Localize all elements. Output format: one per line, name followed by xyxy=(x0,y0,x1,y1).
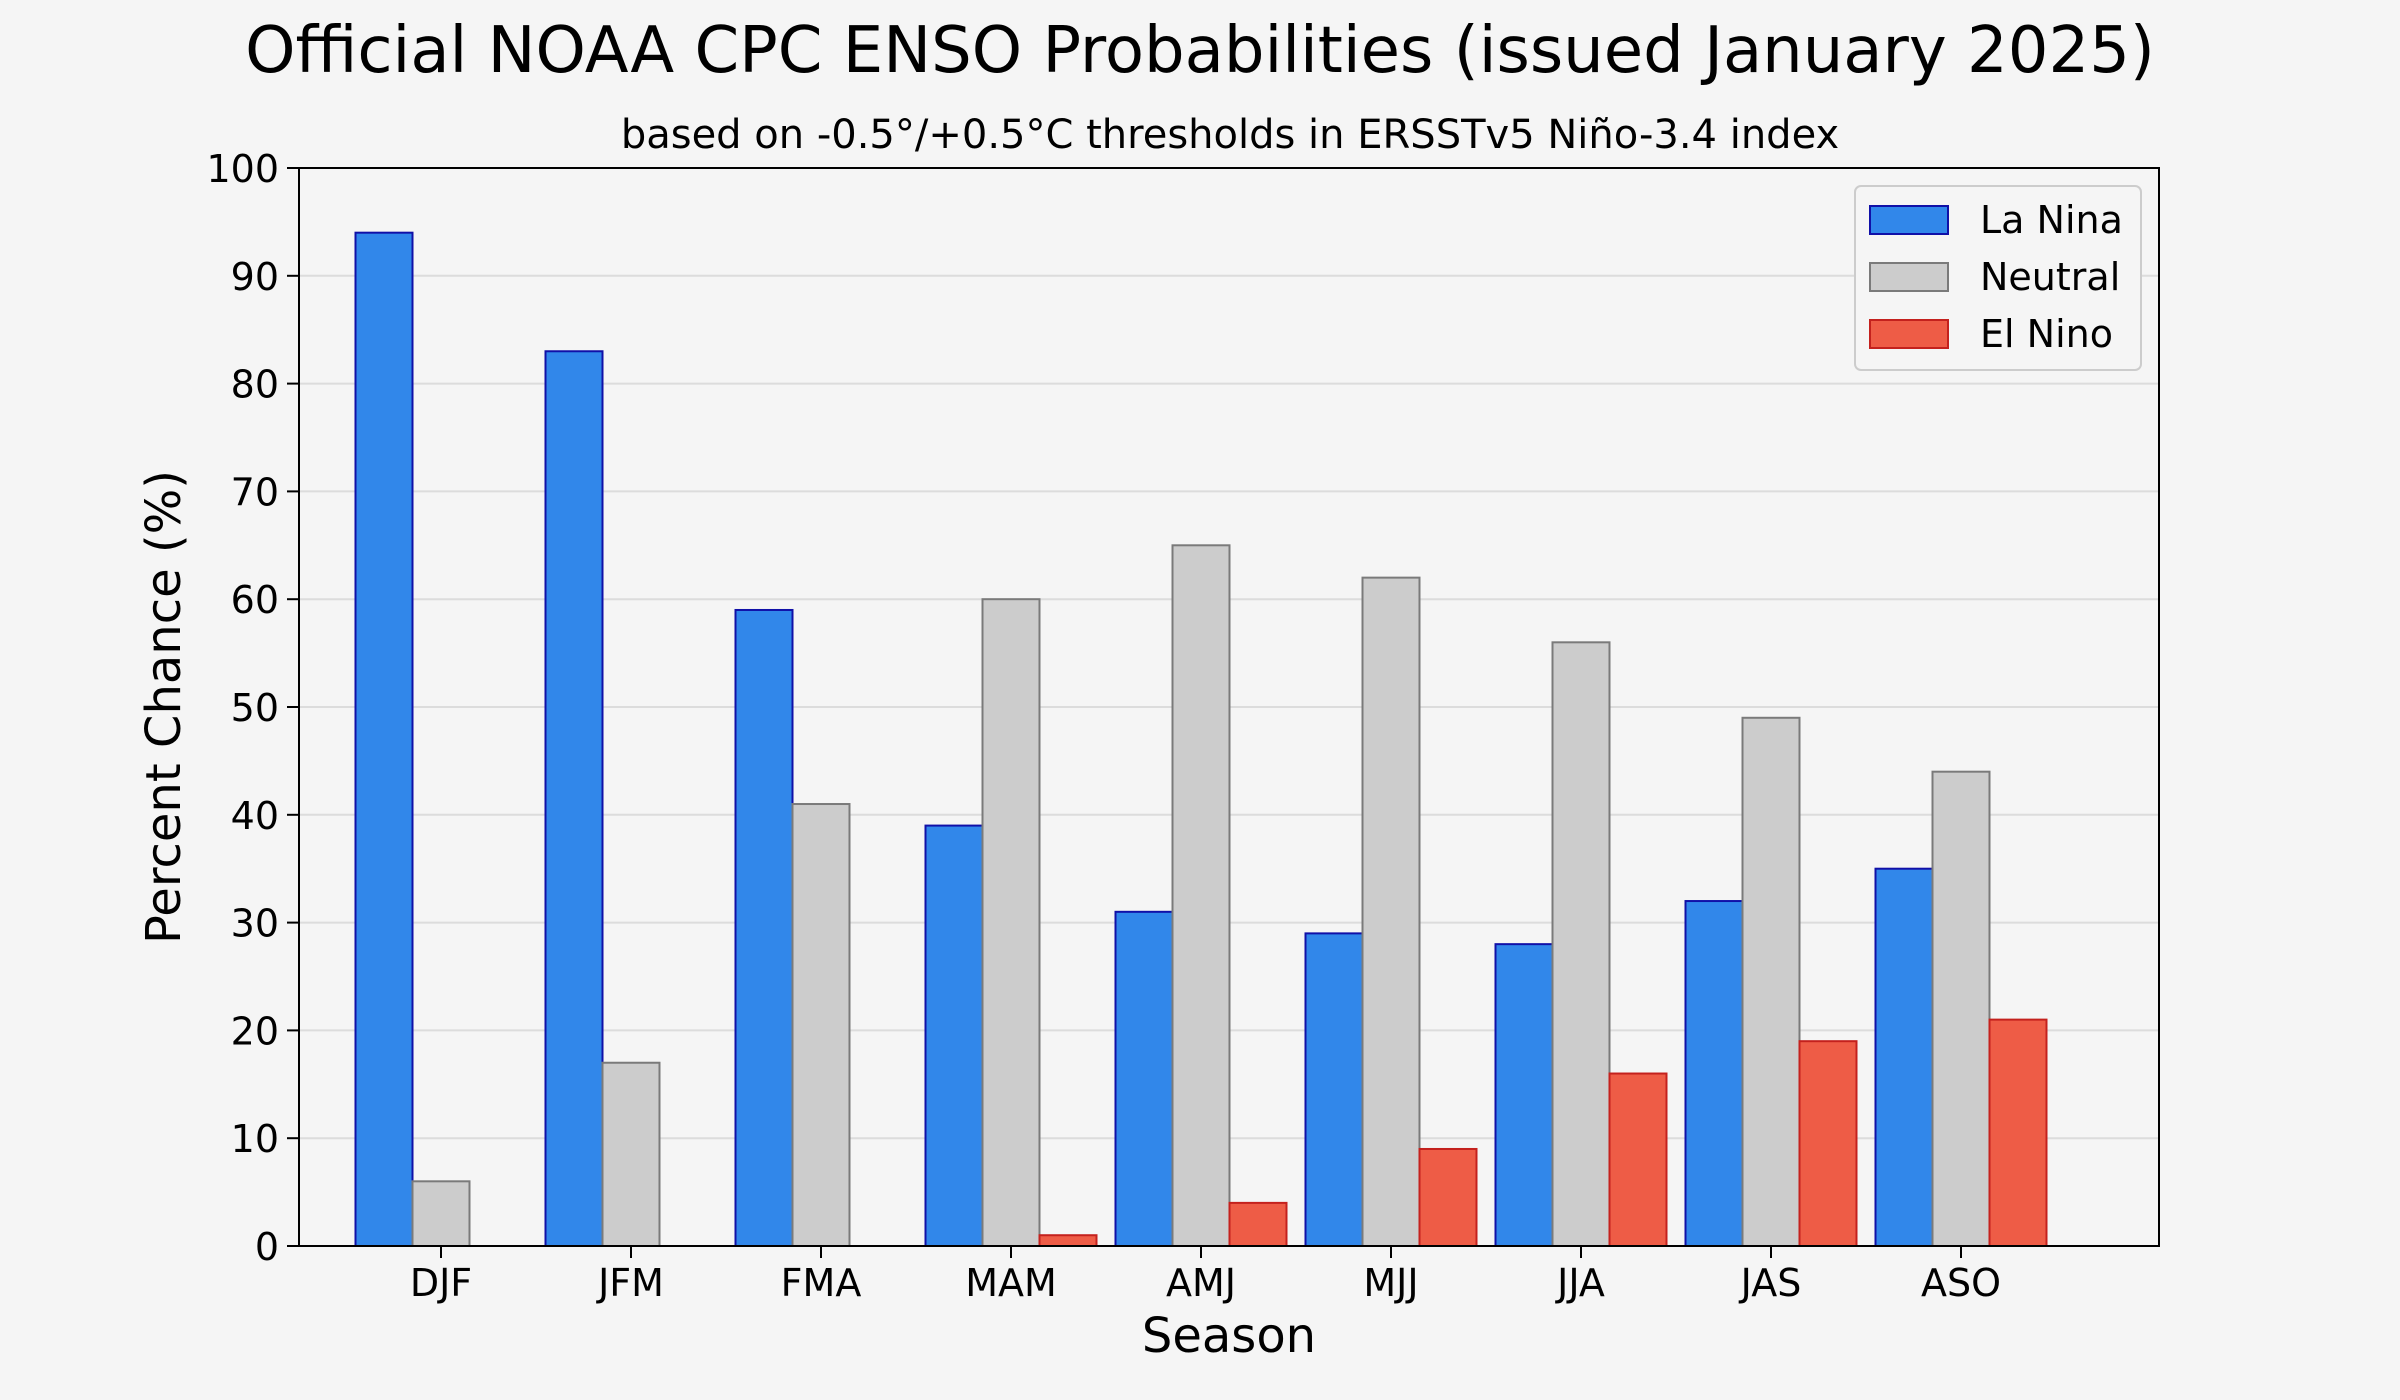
y-axis-label: Percent Chance (%) xyxy=(136,470,192,944)
bar-neutral-jfm xyxy=(601,1061,661,1247)
y-tick-label: 20 xyxy=(231,1009,279,1053)
bar-neutral-djf xyxy=(411,1180,471,1247)
y-tick-label: 100 xyxy=(206,147,279,191)
x-tick-label: MJJ xyxy=(1363,1261,1418,1305)
chart-title: Official NOAA CPC ENSO Probabilities (is… xyxy=(245,14,2155,88)
bar-la-nina-mam xyxy=(924,824,984,1248)
x-tick-label: MAM xyxy=(965,1261,1057,1305)
legend-swatch-la-nina xyxy=(1869,205,1949,235)
y-tick-label: 80 xyxy=(231,363,279,407)
bar-el-nino-jja xyxy=(1608,1072,1668,1248)
x-tick-label: AMJ xyxy=(1166,1261,1236,1305)
legend-items: La Nina Neutral El Nino xyxy=(1869,198,2123,356)
y-tick-label: 10 xyxy=(231,1117,279,1161)
bar-el-nino-mam xyxy=(1038,1234,1098,1247)
bar-neutral-aso xyxy=(1931,770,1991,1247)
x-tick-label: ASO xyxy=(1921,1261,2001,1305)
bars xyxy=(354,231,2048,1248)
bar-la-nina-amj xyxy=(1114,910,1174,1247)
y-tick-label: 40 xyxy=(231,794,279,838)
bar-la-nina-jfm xyxy=(544,350,604,1247)
bar-la-nina-mjj xyxy=(1304,932,1364,1247)
bar-neutral-amj xyxy=(1171,544,1231,1247)
x-tick-label: JAS xyxy=(1739,1261,1802,1305)
legend-label: Neutral xyxy=(1980,255,2120,299)
bar-neutral-jas xyxy=(1741,716,1801,1247)
x-tick-label: DJF xyxy=(410,1261,472,1305)
y-axis-ticks: 0 10 20 30 40 50 60 70 80 90 100 xyxy=(206,147,299,1269)
x-tick-label: JFM xyxy=(596,1261,664,1305)
x-tick-label: JJA xyxy=(1555,1261,1605,1305)
bar-neutral-mam xyxy=(981,598,1041,1247)
bar-la-nina-fma xyxy=(734,608,794,1247)
legend-label: El Nino xyxy=(1980,312,2113,356)
bar-la-nina-jja xyxy=(1494,943,1554,1247)
y-tick-label: 90 xyxy=(231,255,279,299)
bar-neutral-jja xyxy=(1551,641,1611,1247)
y-tick-label: 60 xyxy=(231,578,279,622)
bar-la-nina-djf xyxy=(354,231,414,1247)
bar-neutral-fma xyxy=(791,803,851,1248)
bar-la-nina-jas xyxy=(1684,900,1744,1247)
chart-subtitle: based on -0.5°/+0.5°C thresholds in ERSS… xyxy=(621,112,1839,158)
y-tick-label: 70 xyxy=(231,470,279,514)
y-tick-label: 50 xyxy=(231,686,279,730)
legend-swatch-el-nino xyxy=(1869,319,1949,349)
bar-el-nino-jas xyxy=(1798,1040,1858,1248)
legend-label: La Nina xyxy=(1980,198,2123,242)
y-tick-label: 0 xyxy=(255,1225,279,1269)
y-tick-label: 30 xyxy=(231,902,279,946)
x-tick-label: FMA xyxy=(781,1261,862,1305)
legend-swatch-neutral xyxy=(1869,262,1949,292)
bar-la-nina-aso xyxy=(1874,867,1934,1247)
bar-el-nino-amj xyxy=(1228,1201,1288,1248)
bar-el-nino-aso xyxy=(1988,1018,2048,1247)
x-axis-label: Season xyxy=(1142,1308,1316,1364)
legend: La Nina Neutral El Nino xyxy=(1854,185,2142,371)
bar-neutral-mjj xyxy=(1361,576,1421,1247)
x-axis-ticks: DJF JFM FMA MAM AMJ MJJ JJA JAS ASO xyxy=(410,1246,2001,1305)
bar-el-nino-mjj xyxy=(1418,1147,1478,1247)
